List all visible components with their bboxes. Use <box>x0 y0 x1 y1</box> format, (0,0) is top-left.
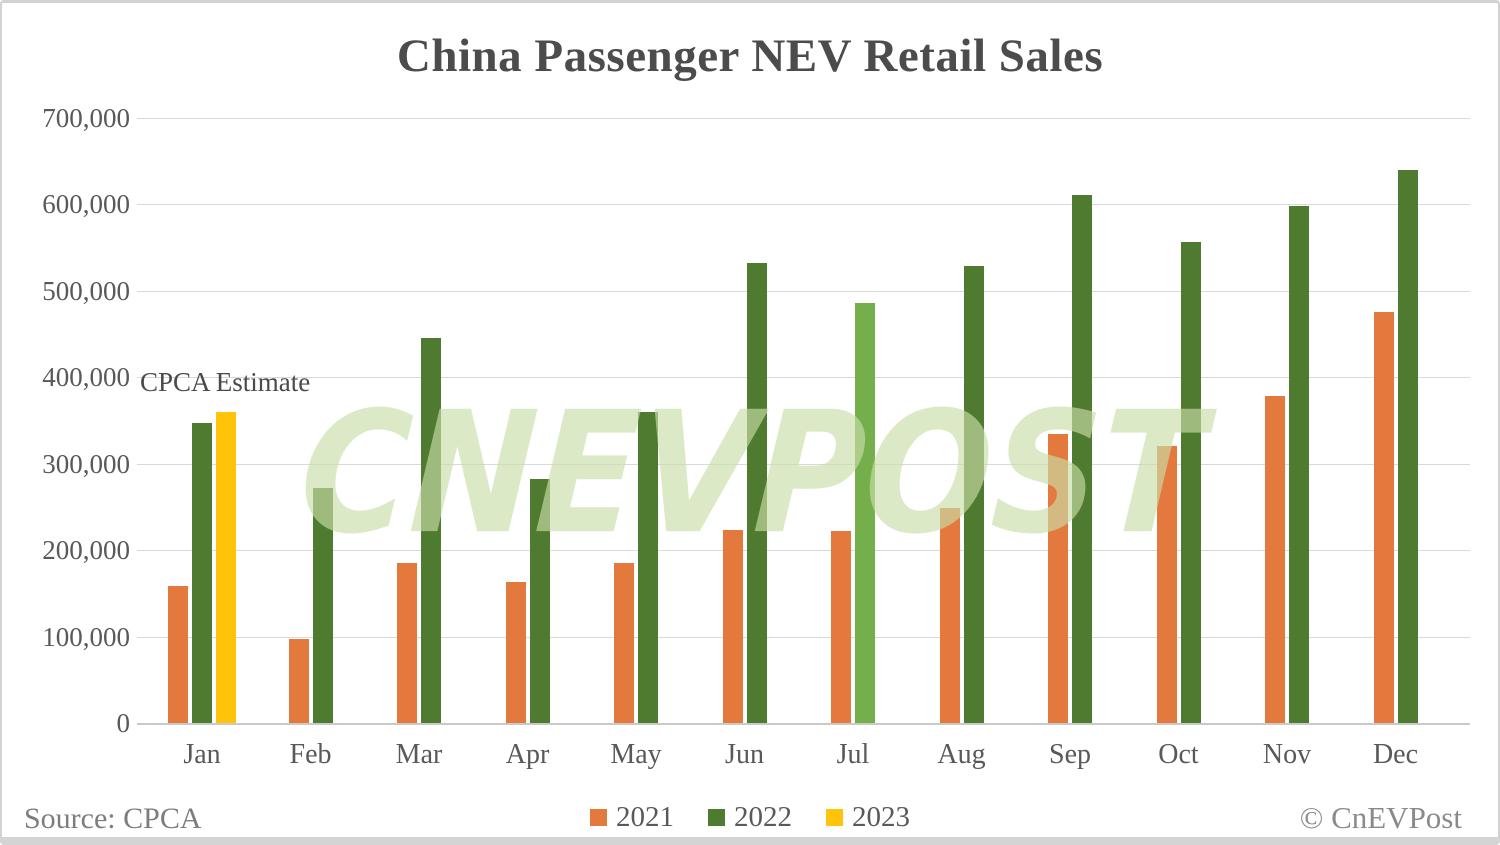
y-axis-tick-700000: 700,000 <box>42 103 130 133</box>
gridline-300000 <box>137 463 1470 465</box>
cpca-estimate-annotation: CPCA Estimate <box>140 367 311 397</box>
x-axis-label-may: May <box>610 739 662 770</box>
x-axis-label-oct: Oct <box>1158 739 1199 770</box>
x-axis-label-nov: Nov <box>1262 739 1312 770</box>
gridline-200000 <box>137 550 1470 552</box>
bar-2021-nov <box>1265 396 1285 723</box>
gridline-100000 <box>137 636 1470 638</box>
x-axis-label-mar: Mar <box>395 739 443 770</box>
x-axis-label-apr: Apr <box>505 739 550 770</box>
gridline-400000 <box>137 377 1470 379</box>
gridline-600000 <box>137 204 1470 206</box>
bar-2022-may <box>638 411 658 723</box>
x-axis-label-feb: Feb <box>289 739 332 770</box>
bar-2021-may <box>614 563 634 723</box>
bar-2022-jan <box>192 423 212 723</box>
chart-legend: 2021 2022 2023 <box>2 803 1498 832</box>
bar-2022-feb <box>312 487 333 723</box>
bar-2022-sep <box>1072 194 1092 723</box>
y-axis-tick-600000: 600,000 <box>42 189 130 220</box>
y-axis-tick-300000: 300,000 <box>42 448 130 479</box>
bar-2021-jul <box>831 531 851 723</box>
chart-title: China Passenger NEV Retail Sales <box>396 30 1104 82</box>
y-axis-tick-200000: 200,000 <box>42 535 130 566</box>
legend-label-2023: 2023 <box>852 801 910 833</box>
x-axis-label-sep: Sep <box>1049 739 1091 770</box>
bar-2022-nov <box>1289 206 1309 723</box>
x-axis-label-aug: Aug <box>937 739 986 770</box>
source-label: Source: CPCA <box>24 802 202 835</box>
copyright-label: © CnEVPost <box>1299 800 1462 835</box>
legend-item-2023: 2023 <box>826 803 910 832</box>
x-axis-label-dec: Dec <box>1372 739 1419 770</box>
bar-2022-aug <box>963 265 984 723</box>
gridline-0 <box>137 723 1470 725</box>
bar-2022-dec <box>1397 169 1418 723</box>
gridline-500000 <box>137 290 1470 292</box>
bar-2022-jun <box>746 263 767 723</box>
x-axis-label-jun: Jun <box>725 739 764 770</box>
bar-2021-feb <box>288 639 309 723</box>
x-axis-label-jul: Jul <box>836 739 870 770</box>
plot-area <box>137 118 1470 725</box>
cnevpost-watermark: CNEVPOST <box>294 376 1210 571</box>
bar-2022-jul <box>855 302 875 723</box>
bar-2021-dec <box>1373 312 1394 723</box>
legend-label-2022: 2022 <box>734 801 792 833</box>
legend-swatch-2022 <box>708 809 725 826</box>
bar-2021-jun <box>722 530 743 723</box>
bar-2022-apr <box>529 479 550 723</box>
y-axis-tick-100000: 100,000 <box>42 621 130 652</box>
y-axis-tick-500000: 500,000 <box>42 275 130 306</box>
bar-2023-jan <box>216 411 236 723</box>
x-axis-label-jan: Jan <box>183 739 221 770</box>
y-axis-tick-0: 0 <box>116 708 131 738</box>
bar-2021-mar <box>397 563 417 723</box>
y-axis-tick-400000: 400,000 <box>42 362 130 393</box>
legend-swatch-2021 <box>590 809 607 826</box>
legend-label-2021: 2021 <box>616 801 674 833</box>
legend-swatch-2023 <box>826 809 843 826</box>
bar-2022-mar <box>421 338 441 723</box>
legend-item-2021: 2021 <box>590 803 674 832</box>
gridline-700000 <box>137 118 1470 119</box>
bar-2021-sep <box>1048 434 1068 723</box>
bar-2021-jan <box>168 586 188 723</box>
bar-2021-apr <box>505 582 526 723</box>
bar-2021-aug <box>939 507 960 723</box>
legend-item-2022: 2022 <box>708 803 792 832</box>
bar-2022-oct <box>1180 242 1201 723</box>
bar-2021-oct <box>1156 445 1177 723</box>
